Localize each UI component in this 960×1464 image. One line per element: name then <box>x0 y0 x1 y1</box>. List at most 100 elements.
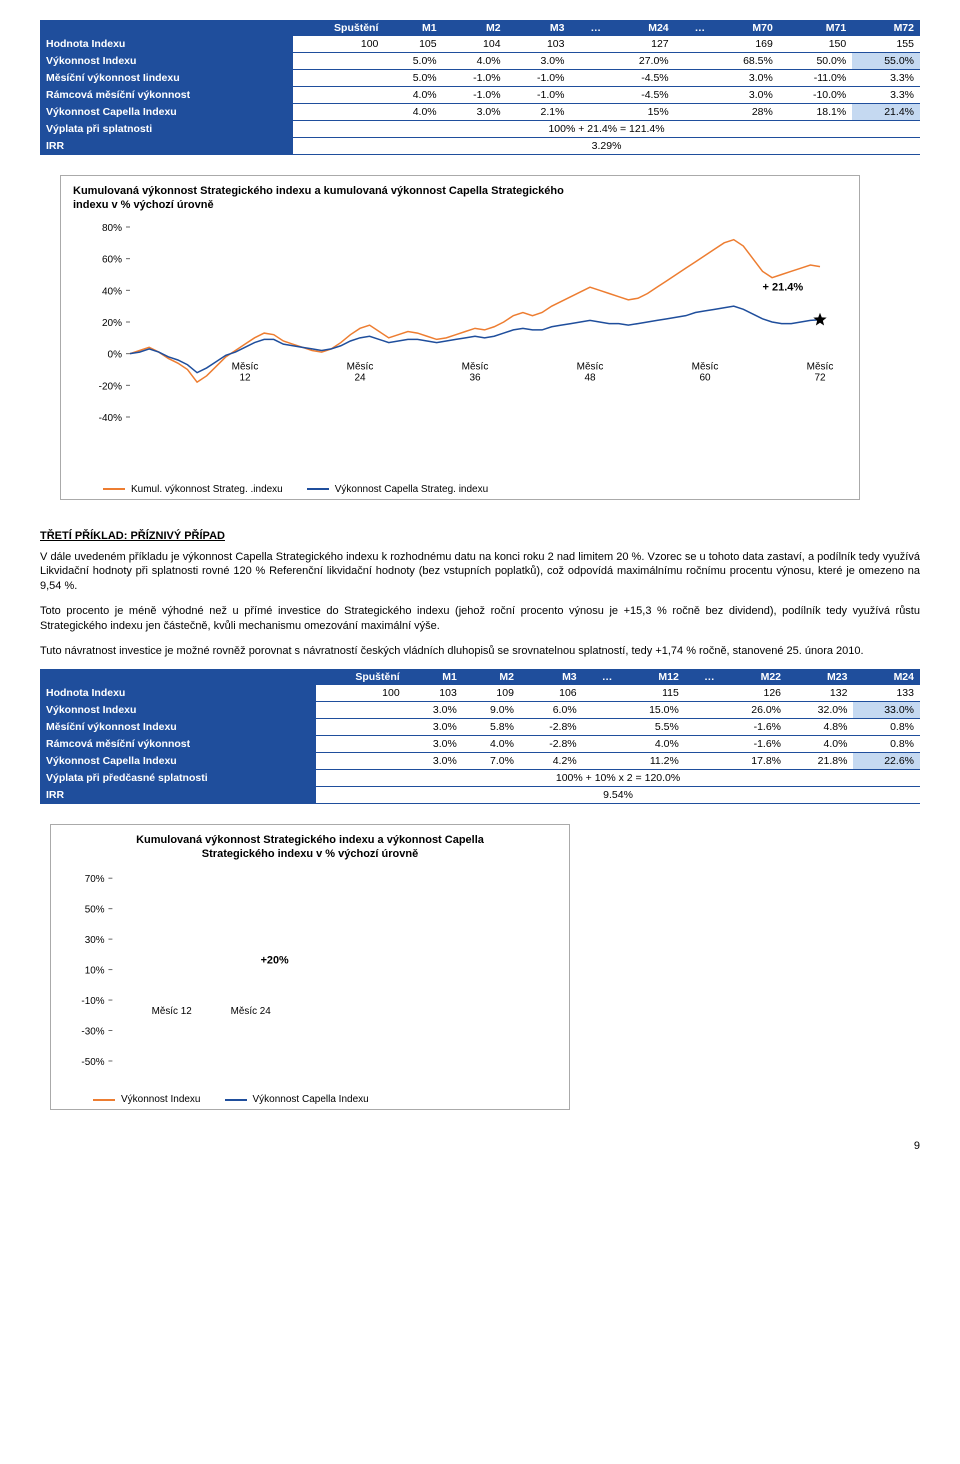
col-header: M2 <box>443 20 507 36</box>
row-label: Výkonnost Indexu <box>40 701 316 718</box>
col-header: … <box>583 669 619 685</box>
col-header: … <box>685 669 721 685</box>
svg-text:40%: 40% <box>102 286 122 297</box>
section-p1: V dále uvedeném příkladu je výkonnost Ca… <box>40 550 920 595</box>
table-cell <box>583 752 619 769</box>
col-header: M71 <box>779 20 852 36</box>
table-row: Výplata při předčasné splatnosti100% + 1… <box>40 769 920 786</box>
svg-text:Měsíc12: Měsíc12 <box>232 361 259 383</box>
table-cell: -1.0% <box>507 70 571 87</box>
col-header: M72 <box>852 20 920 36</box>
table-cell: 3.0% <box>507 53 571 70</box>
svg-text:Měsíc48: Měsíc48 <box>577 361 604 383</box>
table-cell <box>675 70 711 87</box>
chart-2-legend: Výkonnost IndexuVýkonnost Capella Indexu <box>63 1090 557 1105</box>
col-header: M3 <box>507 20 571 36</box>
table-row: Rámcová měsíční výkonnost3.0%4.0%-2.8%4.… <box>40 735 920 752</box>
table-cell: 4.0% <box>618 735 684 752</box>
col-header: M1 <box>406 669 463 685</box>
table-cell: 3.0% <box>406 718 463 735</box>
table-cell: 5.5% <box>618 718 684 735</box>
chart-2-container: Kumulovaná výkonnost Strategického index… <box>50 824 570 1111</box>
table-row: Hodnota Indexu100105104103127169150155 <box>40 36 920 53</box>
table-cell: 6.0% <box>520 701 583 718</box>
svg-text:Měsíc36: Měsíc36 <box>462 361 489 383</box>
table-cell <box>293 70 384 87</box>
page-number: 9 <box>40 1140 920 1152</box>
table-cell <box>570 87 606 104</box>
table-row: Měsíční výkonnost Iindexu5.0%-1.0%-1.0%-… <box>40 70 920 87</box>
chart-1-title: Kumulovaná výkonnost Strategického index… <box>73 184 593 213</box>
legend-swatch <box>225 1099 247 1101</box>
svg-text:50%: 50% <box>85 905 105 916</box>
col-header: M24 <box>853 669 920 685</box>
table-cell: 5.8% <box>463 718 520 735</box>
table-cell: 104 <box>443 36 507 53</box>
table-cell <box>675 87 711 104</box>
svg-text:-20%: -20% <box>99 381 122 392</box>
legend-label: Výkonnost Capella Strateg. indexu <box>335 484 488 495</box>
table-cell: -4.5% <box>607 87 675 104</box>
col-header: Spuštění <box>316 669 406 685</box>
table-cell: 155 <box>852 36 920 53</box>
table-cell <box>685 701 721 718</box>
table-cell <box>316 735 406 752</box>
chart-1-container: Kumulovaná výkonnost Strategického index… <box>60 175 860 500</box>
table-cell: 3.0% <box>711 70 779 87</box>
svg-text:-30%: -30% <box>81 1027 104 1038</box>
row-label: Výplata při předčasné splatnosti <box>40 769 316 786</box>
table-cell: 127 <box>607 36 675 53</box>
table-cell: -11.0% <box>779 70 852 87</box>
table-row: Výkonnost Capella Indexu4.0%3.0%2.1%15%2… <box>40 104 920 121</box>
table-cell: 18.1% <box>779 104 852 121</box>
legend-item: Kumul. výkonnost Strateg. .indexu <box>103 484 283 495</box>
table-cell: 28% <box>711 104 779 121</box>
svg-text:10%: 10% <box>85 966 105 977</box>
table-cell: 5.0% <box>384 53 442 70</box>
chart-annotation: + 21.4% <box>763 281 804 293</box>
table-cell: 21.8% <box>787 752 853 769</box>
table-cell: 3.0% <box>406 735 463 752</box>
table-cell: 4.0% <box>443 53 507 70</box>
table-cell: 50.0% <box>779 53 852 70</box>
table-cell: 3.3% <box>852 87 920 104</box>
table-cell: -2.8% <box>520 718 583 735</box>
table-cell <box>583 701 619 718</box>
table-cell: 3.0% <box>711 87 779 104</box>
table-cell: 22.6% <box>853 752 920 769</box>
table-cell: 4.0% <box>384 104 442 121</box>
svg-text:30%: 30% <box>85 935 105 946</box>
row-label: IRR <box>40 786 316 803</box>
table-cell: -1.6% <box>721 718 787 735</box>
svg-text:-50%: -50% <box>81 1057 104 1068</box>
table-cell: 26.0% <box>721 701 787 718</box>
table-cell <box>675 104 711 121</box>
table-cell: 150 <box>779 36 852 53</box>
table-cell <box>583 735 619 752</box>
legend-item: Výkonnost Capella Strateg. indexu <box>307 484 488 495</box>
table-cell: 4.0% <box>384 87 442 104</box>
table-row: Výplata při splatnosti100% + 21.4% = 121… <box>40 121 920 138</box>
table-cell <box>685 718 721 735</box>
svg-text:-10%: -10% <box>81 996 104 1007</box>
table-cell: 4.0% <box>787 735 853 752</box>
svg-text:80%: 80% <box>102 223 122 234</box>
table-cell: 2.1% <box>507 104 571 121</box>
table-cell: 126 <box>721 685 787 702</box>
table-cell <box>685 752 721 769</box>
legend-label: Kumul. výkonnost Strateg. .indexu <box>131 484 283 495</box>
table-cell: 32.0% <box>787 701 853 718</box>
table-cell: 0.8% <box>853 735 920 752</box>
svg-text:Měsíc 12: Měsíc 12 <box>152 1006 192 1017</box>
table-row: Rámcová měsíční výkonnost4.0%-1.0%-1.0%-… <box>40 87 920 104</box>
table-cell <box>570 104 606 121</box>
table-cell: 169 <box>711 36 779 53</box>
table-cell: 103 <box>406 685 463 702</box>
table-cell <box>583 718 619 735</box>
table-cell: -1.0% <box>443 70 507 87</box>
legend-item: Výkonnost Indexu <box>93 1094 201 1105</box>
table-cell <box>316 718 406 735</box>
table-cell: 109 <box>463 685 520 702</box>
table-cell: 106 <box>520 685 583 702</box>
table-cell: 133 <box>853 685 920 702</box>
